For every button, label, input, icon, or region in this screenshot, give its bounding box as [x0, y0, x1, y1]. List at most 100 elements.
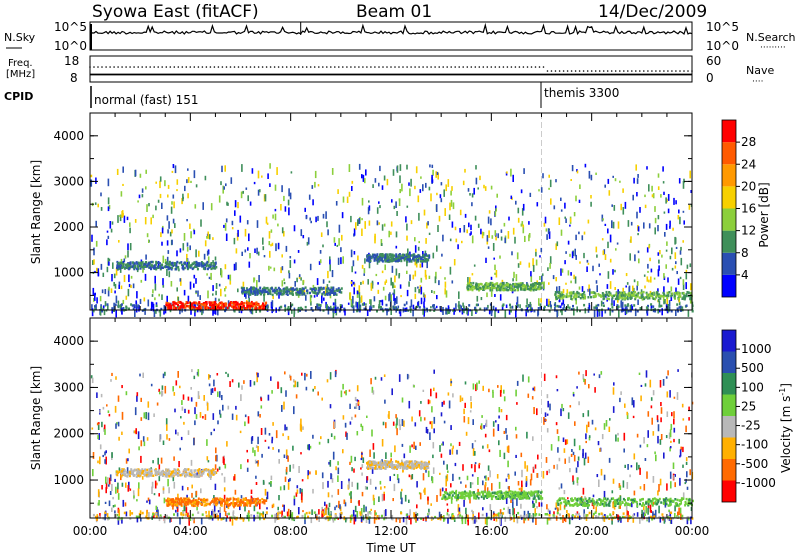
power-echo	[418, 289, 420, 294]
power-echo	[132, 283, 135, 289]
velocity-echo	[213, 505, 216, 513]
power-echo	[107, 304, 109, 310]
power-band-echo	[184, 306, 187, 309]
power-echo	[646, 276, 649, 282]
power-echo	[671, 267, 674, 271]
power-band-echo	[426, 254, 429, 258]
nave-point	[137, 66, 139, 68]
power-echo	[169, 231, 172, 237]
nave-point	[121, 66, 123, 68]
nave-point	[225, 66, 228, 68]
velocity-echo	[562, 515, 564, 523]
power-band-echo	[681, 292, 684, 295]
velocity-echo	[612, 478, 615, 484]
velocity-echo	[597, 441, 600, 446]
power-band-echo	[336, 306, 339, 310]
power-echo	[338, 224, 341, 233]
beam-title: Beam 01	[356, 2, 432, 22]
power-echo	[574, 276, 577, 284]
nave-point	[358, 66, 360, 68]
power-echo	[351, 180, 354, 184]
power-band-echo	[150, 267, 152, 271]
power-band-echo	[629, 309, 632, 312]
power-band-echo	[378, 260, 381, 263]
power-echo	[368, 205, 371, 211]
power-echo	[567, 270, 570, 276]
velocity-echo	[260, 428, 263, 435]
velocity-echo	[109, 474, 112, 482]
power-band-echo	[539, 282, 542, 286]
velocity-echo	[682, 446, 684, 453]
power-echo	[430, 306, 432, 309]
power-band-echo	[384, 255, 387, 259]
velocity-echo	[648, 516, 650, 523]
power-band-echo	[250, 304, 253, 308]
power-echo	[490, 185, 493, 190]
velocity-echo	[366, 415, 368, 418]
nave-point	[197, 66, 200, 68]
velocity-echo	[416, 481, 418, 488]
velocity-echo	[569, 468, 571, 473]
velocity-echo	[588, 437, 591, 441]
power-band-echo	[535, 284, 537, 287]
power-band-echo	[195, 302, 198, 305]
velocity-band-echo	[653, 515, 656, 518]
power-band-echo	[536, 282, 539, 286]
power-band-echo	[493, 285, 496, 288]
power-band-echo	[177, 300, 180, 304]
velocity-echo	[296, 485, 299, 489]
velocity-echo	[158, 464, 161, 470]
velocity-echo	[409, 445, 411, 453]
velocity-echo	[272, 422, 274, 426]
power-echo	[407, 248, 409, 255]
power-band-echo	[635, 294, 638, 297]
nave-point	[619, 70, 621, 72]
velocity-echo	[90, 375, 93, 379]
power-echo	[466, 309, 468, 315]
power-echo	[118, 240, 120, 243]
velocity-echo	[256, 374, 258, 383]
velocity-echo	[224, 463, 227, 469]
power-band-echo	[299, 309, 301, 312]
power-band-echo	[241, 302, 244, 305]
velocity-echo	[125, 482, 127, 488]
nave-point	[129, 66, 131, 68]
power-band-echo	[652, 297, 655, 300]
velocity-echo	[578, 371, 580, 375]
velocity-echo	[251, 436, 254, 441]
power-echo	[548, 231, 551, 239]
velocity-echo	[373, 452, 375, 459]
power-band-echo	[278, 288, 281, 291]
power-band-echo	[668, 291, 671, 294]
velocity-echo	[584, 379, 586, 385]
velocity-echo	[232, 511, 234, 516]
power-echo	[419, 263, 422, 268]
power-band-echo	[184, 303, 187, 306]
power-echo	[147, 299, 150, 307]
power-echo	[682, 181, 685, 189]
velocity-echo	[312, 488, 314, 494]
nave-point	[342, 66, 344, 68]
velocity-echo	[366, 486, 368, 490]
power-band-echo	[241, 308, 244, 311]
power-echo	[95, 177, 97, 184]
power-echo	[545, 228, 548, 232]
nave-point	[462, 66, 465, 68]
power-band-echo	[249, 305, 252, 308]
velocity-echo	[583, 513, 586, 520]
velocity-echo	[217, 510, 220, 513]
power-band-echo	[200, 262, 203, 265]
velocity-echo	[673, 418, 675, 425]
power-band-echo	[168, 265, 171, 269]
velocity-echo	[334, 371, 337, 378]
power-echo	[206, 236, 208, 239]
power-band-echo	[603, 297, 606, 300]
power-echo	[519, 304, 521, 308]
power-echo	[395, 245, 398, 249]
power-band-echo	[643, 297, 646, 301]
power-band-echo	[469, 286, 472, 289]
power-band-echo	[151, 264, 154, 267]
power-echo	[665, 264, 667, 269]
power-band-echo	[658, 294, 661, 298]
power-band-echo	[141, 309, 144, 312]
